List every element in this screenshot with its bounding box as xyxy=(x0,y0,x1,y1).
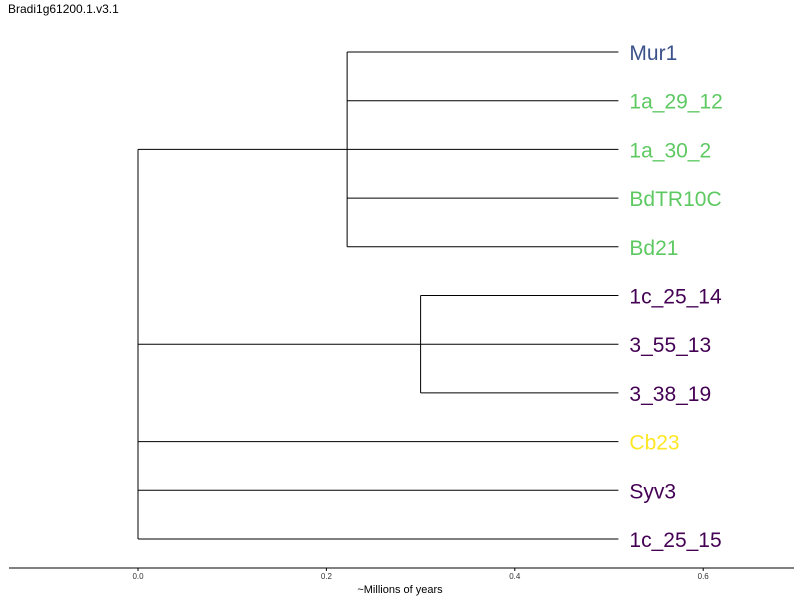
leaf-label-BdTR10C: BdTR10C xyxy=(629,188,721,211)
x-axis: 0.0 0.2 0.4 0.6 ~Millions of years xyxy=(9,567,794,596)
leaf-label-3_55_13: 3_55_13 xyxy=(629,334,711,357)
leaf-label-Bd21: Bd21 xyxy=(629,237,678,260)
x-tick-label: 0.6 xyxy=(698,572,710,581)
x-axis-ticks: 0.0 0.2 0.4 0.6 xyxy=(132,568,709,581)
tree-branches xyxy=(137,51,619,540)
leaf-label-Syv3: Syv3 xyxy=(629,480,676,503)
x-tick-label: 0.2 xyxy=(321,572,333,581)
leaf-labels: Mur1 1a_29_12 1a_30_2 BdTR10C Bd21 1c_25_14 3_… xyxy=(629,42,722,552)
leaf-label-1a_30_2: 1a_30_2 xyxy=(629,139,711,162)
leaf-label-Mur1: Mur1 xyxy=(629,42,677,65)
leaf-label-1c_25_15: 1c_25_15 xyxy=(629,529,721,552)
x-axis-label: ~Millions of years xyxy=(357,584,443,596)
leaf-label-3_38_19: 3_38_19 xyxy=(629,383,711,406)
tree-title: Bradi1g61200.1.v3.1 xyxy=(8,2,119,16)
x-tick-label: 0.4 xyxy=(509,572,521,581)
leaf-label-Cb23: Cb23 xyxy=(629,432,679,455)
leaf-label-1c_25_14: 1c_25_14 xyxy=(629,286,722,309)
x-tick-label: 0.0 xyxy=(132,572,144,581)
leaf-label-1a_29_12: 1a_29_12 xyxy=(629,91,722,114)
